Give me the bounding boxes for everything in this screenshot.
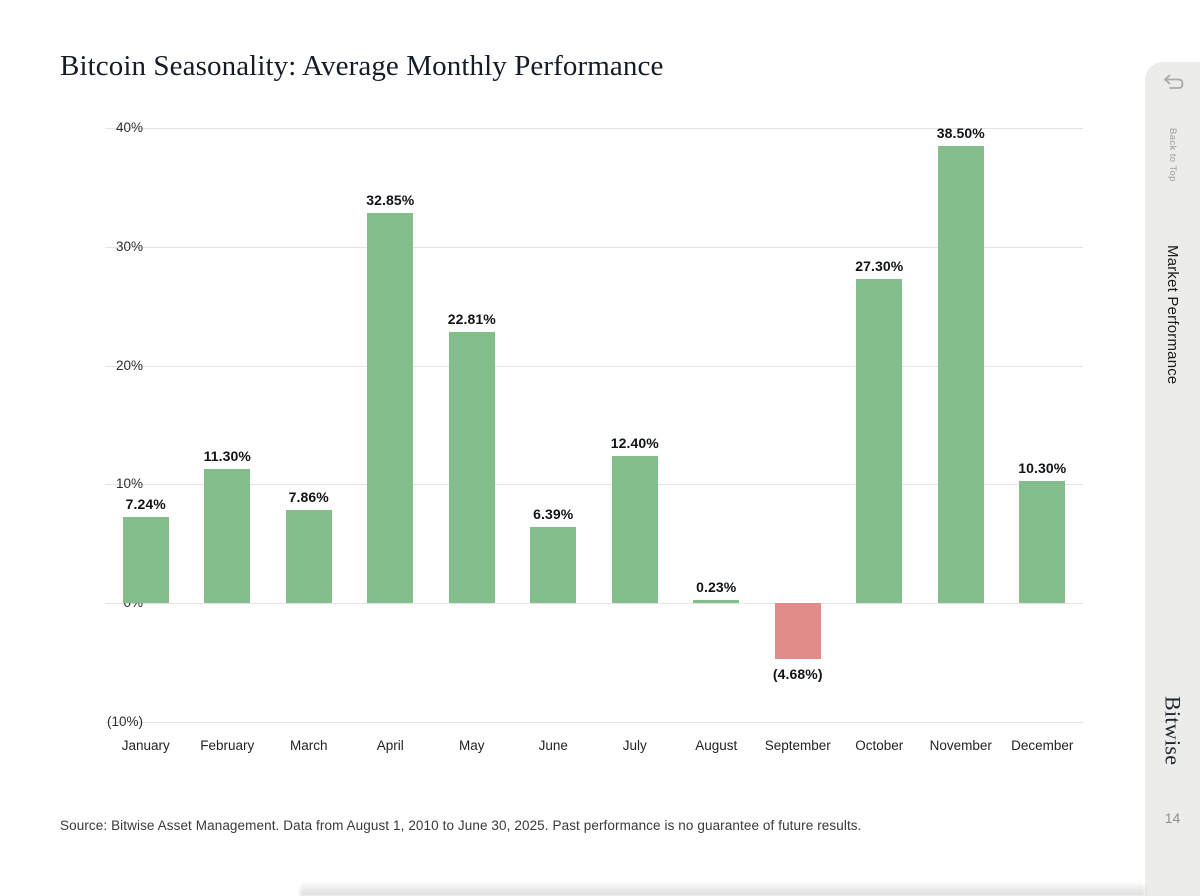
y-axis-label: 30% [115, 238, 143, 254]
bitwise-logo: Bitwise [1160, 696, 1186, 766]
bar-january [122, 517, 169, 604]
bar-july [611, 455, 658, 604]
bar-december [1019, 480, 1066, 604]
x-axis-label: September [764, 738, 831, 753]
bar-value-label: 12.40% [610, 434, 659, 451]
y-axis-label: 10% [115, 476, 143, 492]
bar-value-label: 22.81% [447, 311, 496, 328]
plot-area: 40%30%20%10%0%(10%)7.24%11.30%7.86%32.85… [105, 120, 1083, 729]
gridline [105, 484, 1083, 486]
y-axis-label: 40% [115, 120, 143, 135]
x-axis: January February March April May June July Augu… [105, 736, 1083, 756]
x-axis-label: February [200, 738, 255, 753]
page-number: 14 [1164, 810, 1181, 826]
y-axis-label: 20% [115, 357, 143, 373]
back-to-top-button[interactable] [1145, 74, 1200, 94]
bar-value-label: 6.39% [533, 506, 574, 523]
x-axis-label: July [622, 738, 647, 753]
bar-august [693, 600, 740, 604]
bar-value-label: 11.30% [203, 447, 251, 464]
x-axis-label: December [1011, 738, 1074, 753]
bar-february [204, 468, 251, 604]
bar-march [285, 509, 332, 604]
sidebar: Back to Top Market Performance Bitwise 1… [1145, 62, 1200, 896]
gridline [105, 603, 1083, 605]
bar-value-label: 27.30% [855, 257, 904, 274]
bar-chart: 40%30%20%10%0%(10%)7.24%11.30%7.86%32.85… [60, 120, 1083, 753]
x-axis-label: August [695, 738, 738, 753]
x-axis-label: June [538, 738, 568, 753]
x-axis-label: March [289, 738, 328, 753]
bar-april [367, 212, 414, 604]
bar-november [937, 145, 984, 604]
x-axis-label: January [121, 738, 170, 753]
bar-value-label: 38.50% [936, 124, 985, 141]
x-axis-label: October [855, 738, 904, 753]
bar-value-label: (4.68%) [772, 665, 823, 682]
bar-september [774, 603, 821, 659]
bottom-shadow-bar [300, 881, 1145, 896]
page-title: Bitcoin Seasonality: Average Monthly Per… [60, 50, 664, 82]
gridline [105, 365, 1083, 367]
source-note: Source: Bitwise Asset Management. Data f… [60, 818, 862, 833]
x-axis-label: April [376, 738, 404, 753]
bar-value-label: 0.23% [696, 579, 737, 596]
gridline [105, 246, 1083, 248]
x-axis-label: November [929, 738, 992, 753]
gridline [105, 128, 1083, 129]
bar-may [448, 332, 495, 604]
back-to-top-label[interactable]: Back to Top [1167, 128, 1178, 182]
bar-value-label: 32.85% [366, 191, 415, 208]
bar-june [530, 527, 577, 604]
gridline [105, 722, 1083, 723]
bar-value-label: 10.30% [1018, 459, 1067, 476]
bar-october [856, 278, 903, 604]
tab-market-performance[interactable]: Market Performance [1164, 245, 1181, 385]
bar-value-label: 7.24% [125, 496, 166, 513]
y-axis-label: (10%) [106, 714, 143, 729]
x-axis-label: May [458, 738, 485, 753]
return-arrow-icon[interactable] [1160, 74, 1186, 94]
bar-value-label: 7.86% [288, 488, 329, 505]
